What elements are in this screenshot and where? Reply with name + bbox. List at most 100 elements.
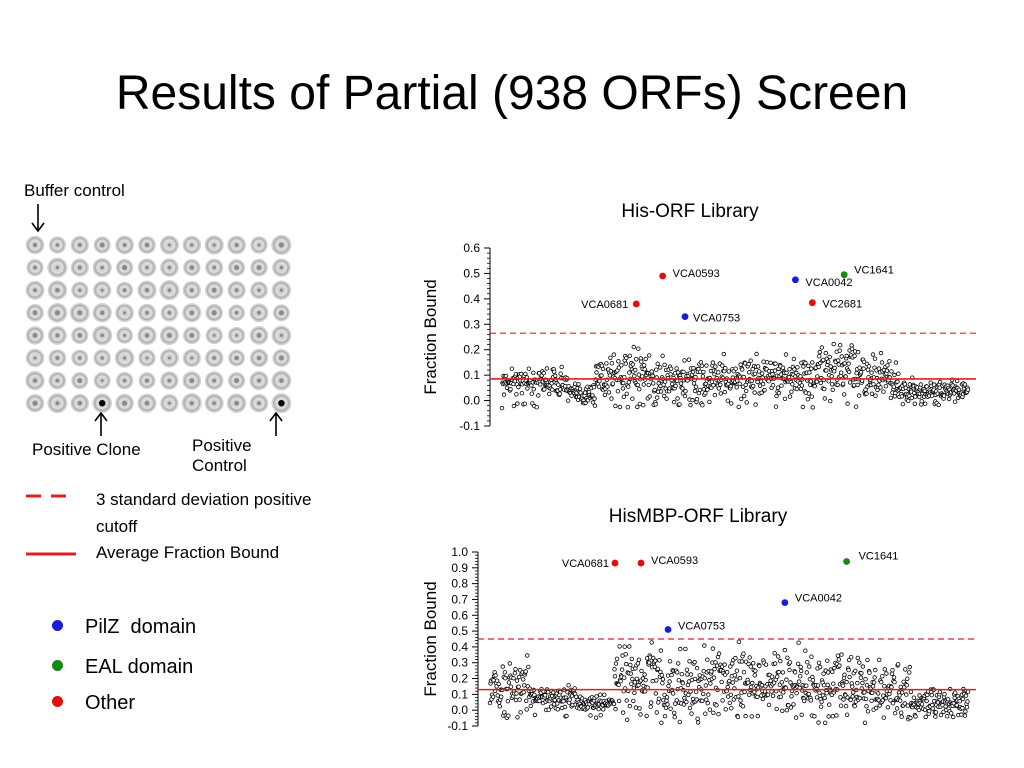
plate-well-core — [189, 310, 195, 316]
data-point — [798, 673, 803, 679]
data-point — [532, 712, 538, 718]
data-point — [925, 692, 930, 698]
data-point — [660, 680, 665, 686]
data-point — [855, 680, 860, 686]
data-point — [836, 362, 841, 367]
data-point — [923, 714, 928, 720]
data-point — [741, 651, 746, 656]
data-point — [879, 360, 885, 365]
y-tick-label: 0.7 — [451, 592, 468, 606]
data-point — [523, 371, 528, 377]
data-point — [632, 690, 637, 695]
plate-well-core — [54, 310, 60, 316]
data-point — [635, 404, 640, 410]
data-point — [856, 393, 862, 398]
data-point — [677, 402, 682, 407]
data-point — [728, 692, 733, 697]
data-point — [577, 386, 583, 391]
data-point — [805, 659, 810, 665]
data-point — [657, 365, 663, 370]
data-point — [836, 358, 841, 363]
plate-well-core — [144, 378, 150, 383]
data-point — [889, 369, 894, 374]
data-point — [864, 704, 869, 709]
data-point — [493, 673, 498, 678]
y-axis-label: Fraction Bound — [421, 279, 440, 394]
data-point — [676, 661, 681, 666]
data-point — [668, 366, 674, 371]
hit-point — [632, 300, 640, 308]
plate-well-core — [55, 401, 60, 406]
data-point — [701, 386, 707, 392]
data-point — [876, 691, 881, 696]
data-point — [740, 367, 745, 372]
data-point — [511, 675, 516, 681]
data-point — [930, 393, 935, 398]
data-point — [576, 382, 581, 387]
data-point — [513, 666, 518, 672]
data-point — [795, 661, 801, 666]
data-point — [640, 402, 646, 408]
data-point — [607, 373, 613, 378]
legend-pilz: PilZ domain — [52, 616, 196, 639]
plate-wells — [25, 235, 292, 414]
data-point — [733, 366, 738, 371]
data-point — [831, 681, 836, 686]
data-point — [705, 700, 710, 706]
data-point — [792, 670, 798, 675]
data-point — [702, 675, 707, 681]
data-point — [907, 670, 912, 675]
data-point — [788, 680, 793, 685]
data-point — [684, 699, 689, 705]
data-point — [691, 365, 696, 371]
plate-well-core — [235, 333, 239, 337]
data-point — [501, 392, 507, 397]
data-point — [837, 663, 842, 668]
data-point — [558, 689, 563, 695]
data-point — [614, 656, 620, 661]
plate-well-core — [123, 333, 127, 337]
data-point — [890, 700, 896, 706]
data-point — [608, 355, 613, 360]
data-point — [611, 701, 617, 707]
data-point — [809, 394, 814, 399]
data-point — [710, 646, 716, 651]
data-point — [516, 384, 521, 390]
data-point — [591, 384, 597, 390]
data-point — [524, 653, 530, 658]
plate-well-core — [256, 355, 262, 361]
data-point — [594, 694, 599, 699]
y-tick-label: 0.6 — [463, 241, 480, 255]
data-point — [632, 373, 637, 379]
data-point — [621, 394, 626, 399]
data-point — [830, 382, 835, 387]
data-point — [644, 713, 649, 719]
data-point — [785, 655, 790, 660]
data-point — [569, 393, 574, 398]
data-point — [660, 353, 665, 358]
data-point — [620, 710, 626, 715]
data-point — [593, 715, 599, 720]
data-point — [700, 402, 705, 408]
plate-well-core — [77, 333, 83, 338]
data-point — [847, 380, 853, 385]
data-point — [504, 385, 510, 390]
data-point — [601, 707, 606, 712]
data-point — [698, 360, 704, 365]
data-point — [744, 388, 749, 394]
data-point — [736, 694, 741, 699]
data-point — [675, 670, 680, 675]
data-point — [770, 382, 776, 388]
data-point — [541, 370, 546, 376]
hit-label: VC1641 — [854, 265, 894, 277]
data-point — [882, 667, 887, 672]
plate-well-core — [55, 243, 60, 247]
data-point — [624, 698, 629, 703]
data-point — [965, 699, 970, 704]
data-point — [747, 370, 752, 375]
data-point — [613, 706, 618, 712]
data-point — [658, 648, 664, 653]
data-point — [703, 711, 708, 716]
data-point — [630, 396, 635, 401]
data-point — [623, 661, 629, 667]
